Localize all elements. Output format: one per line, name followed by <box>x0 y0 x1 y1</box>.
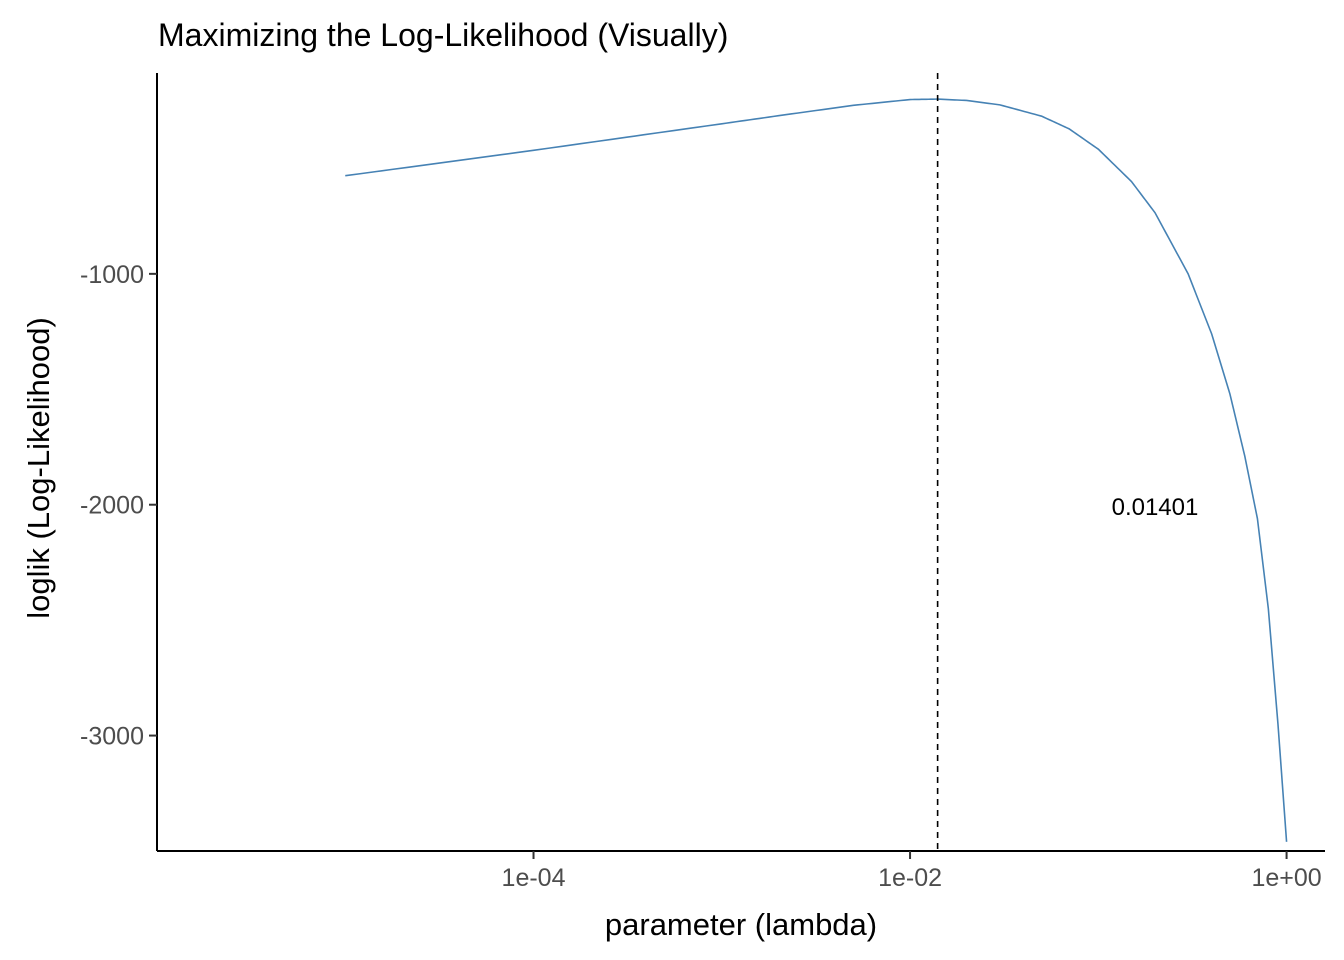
y-tick-label: -1000 <box>80 261 144 289</box>
plot-area: 0.01401 <box>345 73 1288 851</box>
chart-title: Maximizing the Log-Likelihood (Visually) <box>158 17 728 53</box>
y-tick-label: -3000 <box>80 723 144 751</box>
x-tick-label: 1e+00 <box>1251 864 1321 892</box>
x-axis-ticks: 1e-04 1e-02 1e+00 <box>502 851 1322 892</box>
x-tick-label: 1e-02 <box>878 864 942 892</box>
annotation-label: 0.01401 <box>1112 494 1199 521</box>
y-tick-label: -2000 <box>80 492 144 520</box>
series-line-0 <box>345 98 1288 842</box>
y-axis-title: loglik (Log-Likelihood) <box>21 317 56 619</box>
y-axis-ticks: -1000 -2000 -3000 <box>80 261 157 751</box>
x-tick-label: 1e-04 <box>502 864 566 892</box>
x-axis-title: parameter (lambda) <box>605 907 877 942</box>
